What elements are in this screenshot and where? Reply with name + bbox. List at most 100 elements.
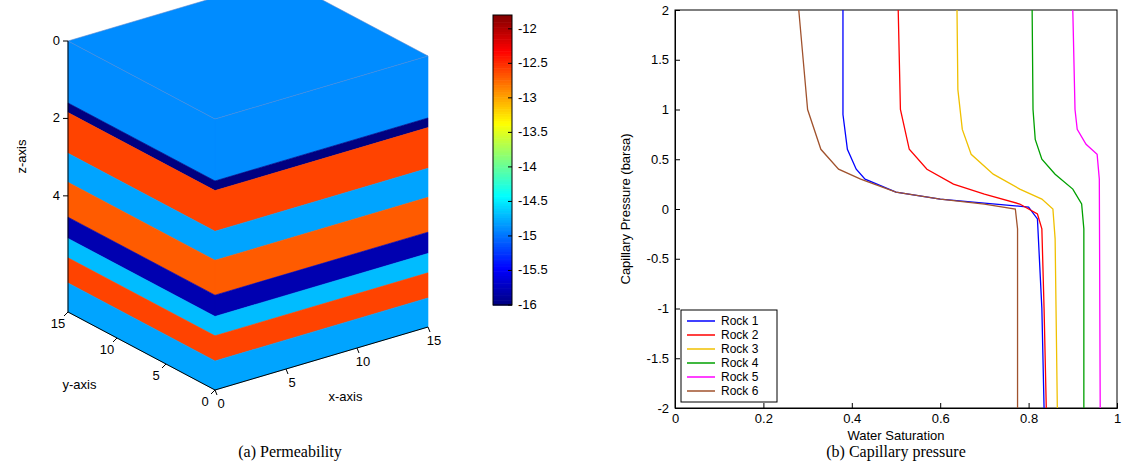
y-tick-label: -1 — [657, 301, 669, 316]
y-tick-label: 15 — [51, 316, 65, 331]
x-tick-label: 0 — [217, 396, 224, 411]
legend-swatch — [687, 320, 715, 322]
y-tick-label: 10 — [100, 342, 114, 357]
x-tick — [852, 403, 853, 408]
legend-label: Rock 3 — [721, 342, 759, 356]
x-tick — [428, 327, 430, 332]
y-tick-group: -0.5 — [647, 251, 680, 266]
y-tick-label: 1 — [662, 102, 669, 117]
legend-label: Rock 5 — [721, 370, 759, 384]
colorbar-tick — [508, 132, 512, 133]
z-tick-label: 4 — [53, 188, 60, 203]
colorbar-tick — [508, 166, 512, 167]
caption: (b) Capillary pressure — [826, 443, 966, 461]
top-face — [68, 0, 428, 119]
y-tick — [675, 10, 680, 11]
y-tick — [675, 209, 680, 210]
x-axis-line — [676, 403, 1118, 409]
x-tick-label: 15 — [427, 333, 441, 348]
x-tick-group: 0.2 — [755, 403, 773, 426]
x-tick-label: 1 — [1114, 411, 1121, 426]
y-tick-label: 1.5 — [651, 52, 669, 67]
y-tick-group: -1.5 — [647, 351, 680, 366]
x-tick — [357, 348, 359, 353]
colorbar-tick — [508, 270, 512, 271]
series-line — [957, 10, 1057, 408]
x-tick-label: 10 — [356, 354, 370, 369]
x-axis-title: x-axis — [329, 389, 363, 404]
colorbar-tick — [508, 201, 512, 202]
legend-swatch — [687, 348, 715, 350]
y-tick-label: 0.5 — [651, 152, 669, 167]
y-tick-group: 2 — [662, 3, 680, 18]
y-tick-group: 1 — [662, 102, 680, 117]
x-tick — [286, 369, 288, 374]
colorbar-tick-label: -13 — [518, 90, 537, 105]
colorbar-tick-label: -14 — [518, 159, 537, 174]
series-line — [799, 10, 1018, 408]
y-axis-title: y-axis — [63, 377, 97, 392]
x-tick — [1117, 403, 1118, 408]
z-tick-label: 0 — [53, 33, 60, 48]
x-tick — [1029, 403, 1030, 408]
colorbar-tick — [508, 305, 512, 306]
x-tick-group: 0.4 — [843, 403, 861, 426]
layer-front — [215, 298, 428, 390]
y-tick — [211, 390, 215, 394]
y-tick — [675, 60, 680, 61]
y-axis: -2 -1.5 -1 -0.5 0 0.5 1 1.5 2 — [647, 3, 680, 416]
x-tick — [940, 403, 941, 408]
x-tick-group: 0.6 — [932, 403, 950, 426]
z-tick — [63, 195, 68, 196]
colorbar-frame — [493, 15, 512, 305]
caption: (a) Permeability — [238, 443, 342, 461]
lines — [799, 10, 1100, 408]
y-tick — [675, 358, 680, 359]
y-axis-line — [676, 11, 681, 409]
y-tick-label: 0 — [662, 202, 669, 217]
y-tick-group: 0.5 — [651, 152, 680, 167]
y-tick-label: -1.5 — [647, 351, 669, 366]
legend-box — [681, 310, 777, 402]
y-tick-label: 0 — [201, 394, 208, 409]
x-tick-label: 0.2 — [755, 411, 773, 426]
x-tick-group: 1 — [1114, 403, 1121, 426]
y-tick-group: 0 — [662, 202, 680, 217]
x-tick-label: 5 — [288, 375, 295, 390]
y-tick-group: -2 — [657, 401, 680, 416]
z-axis-line — [68, 41, 69, 312]
y-tick-group: 1.5 — [651, 52, 680, 67]
y-tick — [675, 309, 680, 310]
colorbar-tick-label: -16 — [518, 297, 537, 312]
panel-b: 00.20.40.60.81-2-1.5-1-0.500.511.52Water… — [618, 3, 1121, 461]
x-axis: 0 0.2 0.4 0.6 0.8 1 — [672, 403, 1121, 426]
legend-swatch — [687, 362, 715, 364]
y-tick-label: -2 — [657, 401, 669, 416]
legend-label: Rock 4 — [721, 356, 759, 370]
x-tick-label: 0.4 — [843, 411, 861, 426]
series-line — [1032, 10, 1084, 408]
x-axis-line — [215, 327, 428, 390]
legend-swatch — [687, 334, 715, 336]
x-tick — [763, 403, 764, 408]
plot-frame — [675, 10, 1117, 408]
figure: 051015051015024x-axisy-axisz-axis-16-15.… — [0, 0, 1136, 465]
x-tick-group: 0.8 — [1020, 403, 1038, 426]
series-line — [1073, 10, 1100, 408]
z-tick — [63, 118, 68, 119]
legend: Rock 1Rock 2Rock 3Rock 4Rock 5Rock 6 — [681, 310, 777, 402]
legend-label: Rock 6 — [721, 384, 759, 398]
axes-3d: 051015051015024 — [51, 33, 441, 411]
colorbar-tick-label: -13.5 — [518, 124, 548, 139]
y-tick — [675, 110, 680, 111]
z-tick-label: 2 — [53, 110, 60, 125]
block — [68, 0, 428, 390]
y-axis-title: Capillary Pressure (barsa) — [618, 134, 633, 285]
colorbar-tick — [508, 97, 512, 98]
x-tick — [215, 390, 217, 395]
y-tick — [675, 259, 680, 260]
x-tick-label: 0 — [672, 411, 679, 426]
panel-a: 051015051015024x-axisy-axisz-axis-16-15.… — [14, 0, 548, 461]
colorbar-tick — [508, 28, 512, 29]
colorbar-tick-label: -12.5 — [518, 55, 548, 70]
